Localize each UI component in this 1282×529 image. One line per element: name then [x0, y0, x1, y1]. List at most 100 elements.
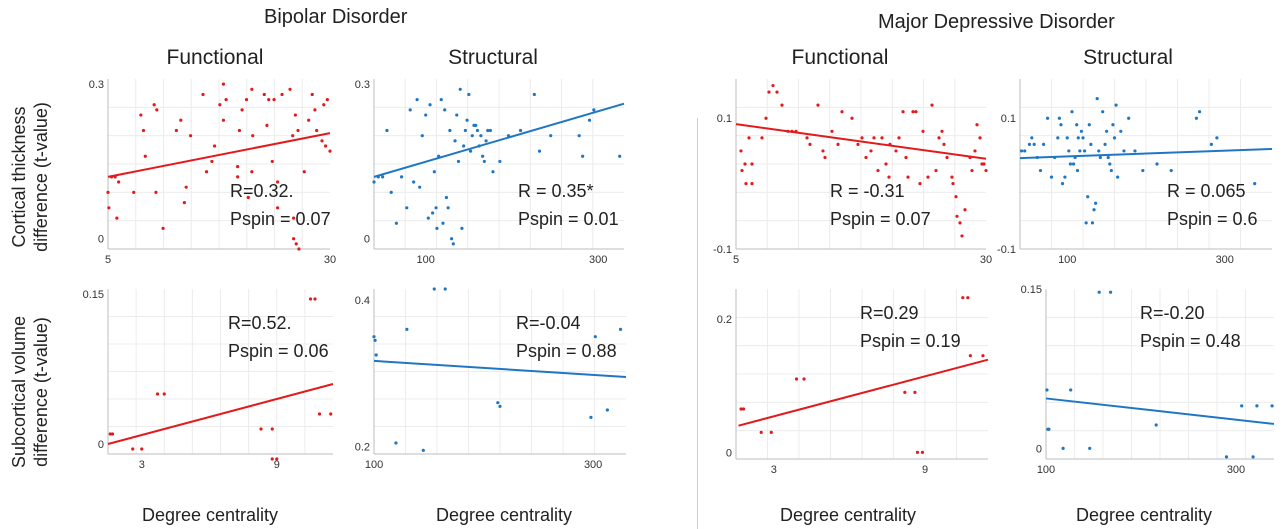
data-point — [1114, 103, 1118, 107]
data-point — [251, 134, 255, 138]
data-point — [747, 136, 751, 140]
data-point — [276, 206, 280, 210]
data-point — [1155, 162, 1159, 166]
data-point — [162, 392, 166, 396]
data-point — [884, 162, 888, 166]
data-point — [374, 353, 378, 357]
data-point — [1194, 116, 1198, 120]
data-point — [982, 162, 986, 166]
x-tick-label: 100 — [1058, 254, 1076, 266]
data-point — [498, 404, 502, 408]
x-tick-label: 5 — [105, 254, 111, 266]
data-point — [780, 103, 784, 107]
data-point — [816, 103, 820, 107]
data-point — [431, 211, 435, 215]
stat-r: R=0.32. — [230, 181, 294, 201]
data-point — [1068, 162, 1072, 166]
data-point — [906, 175, 910, 179]
xlabel-mdd-functional: Degree centrality — [779, 505, 917, 525]
data-point — [771, 83, 775, 88]
data-point — [1056, 136, 1060, 140]
data-point — [110, 432, 115, 436]
data-point — [322, 103, 326, 107]
data-point — [1197, 110, 1202, 114]
data-point — [978, 136, 982, 140]
stat-pspin: Pspin = 0.06 — [228, 341, 329, 361]
data-point — [767, 90, 771, 94]
data-point — [1109, 290, 1113, 294]
x-tick-label: 30 — [324, 254, 336, 266]
data-point — [482, 159, 486, 164]
data-point — [951, 182, 955, 186]
data-point — [963, 208, 967, 212]
regression-line — [735, 123, 987, 160]
data-point — [1092, 208, 1096, 212]
data-point — [1240, 404, 1244, 408]
data-point — [108, 432, 112, 436]
gridlines — [108, 79, 330, 249]
regression-line — [373, 359, 627, 378]
data-point — [744, 182, 748, 186]
column-title-bd-functional: Functional — [166, 46, 264, 69]
y-tick-label: 0.2 — [355, 442, 370, 454]
data-point — [488, 128, 492, 133]
stat-r: R=-0.04 — [516, 313, 581, 333]
data-point — [184, 185, 188, 189]
data-point — [764, 116, 768, 120]
data-point — [1127, 116, 1131, 120]
data-point — [465, 118, 469, 122]
data-point — [592, 108, 596, 112]
data-point — [236, 175, 240, 179]
data-point — [302, 170, 306, 174]
data-point — [537, 149, 542, 153]
data-point — [496, 401, 500, 405]
data-point — [293, 113, 297, 117]
data-point — [432, 287, 436, 291]
data-point — [759, 430, 763, 434]
y-tick-label: 0 — [98, 439, 104, 451]
group-title-mdd: Major Depressive Disorder — [878, 11, 1115, 33]
chart-bd-cortical-structural: 0 0.3 100 300 R = 0.35* Pspin = 0.01 — [355, 79, 625, 266]
data-point — [1084, 221, 1088, 225]
y-tick-label: 0.3 — [355, 79, 370, 91]
data-point — [441, 221, 445, 225]
data-point — [140, 447, 144, 451]
row-label-cortical-line1: Cortical thickness — [9, 106, 29, 248]
data-point — [307, 118, 311, 122]
data-point — [468, 149, 473, 153]
xlabel-mdd-structural: Degree centrality — [1075, 505, 1213, 525]
x-tick-label: 300 — [584, 459, 602, 471]
data-point — [1075, 123, 1079, 127]
data-point — [940, 129, 944, 133]
gridlines — [374, 289, 626, 454]
gridlines — [374, 79, 624, 249]
stat-r: R=-0.20 — [1140, 303, 1205, 323]
y-tick-label: 0.15 — [1021, 284, 1042, 296]
data-point — [405, 206, 409, 210]
data-point — [421, 448, 425, 452]
data-point — [913, 390, 917, 394]
data-point — [381, 175, 385, 179]
data-point — [1047, 427, 1051, 431]
regression-line — [373, 102, 625, 178]
data-point — [449, 237, 454, 241]
data-point — [424, 113, 428, 117]
row-label-subcortical-line2: difference (t-value) — [31, 317, 51, 467]
data-point — [415, 98, 419, 102]
data-point — [132, 190, 136, 194]
data-point — [399, 175, 404, 179]
data-point — [869, 149, 873, 153]
data-point — [1030, 136, 1034, 140]
data-point — [218, 103, 222, 107]
y-tick-label: 0 — [1036, 443, 1042, 455]
data-point — [876, 168, 880, 173]
column-title-mdd-structural: Structural — [1083, 46, 1173, 69]
data-point — [210, 159, 214, 164]
data-point — [802, 377, 806, 381]
data-point — [1119, 129, 1123, 133]
data-point — [942, 142, 946, 146]
x-tick-label: 300 — [1216, 254, 1234, 266]
data-point — [901, 110, 905, 114]
data-point — [581, 154, 585, 158]
data-point — [1078, 149, 1082, 153]
